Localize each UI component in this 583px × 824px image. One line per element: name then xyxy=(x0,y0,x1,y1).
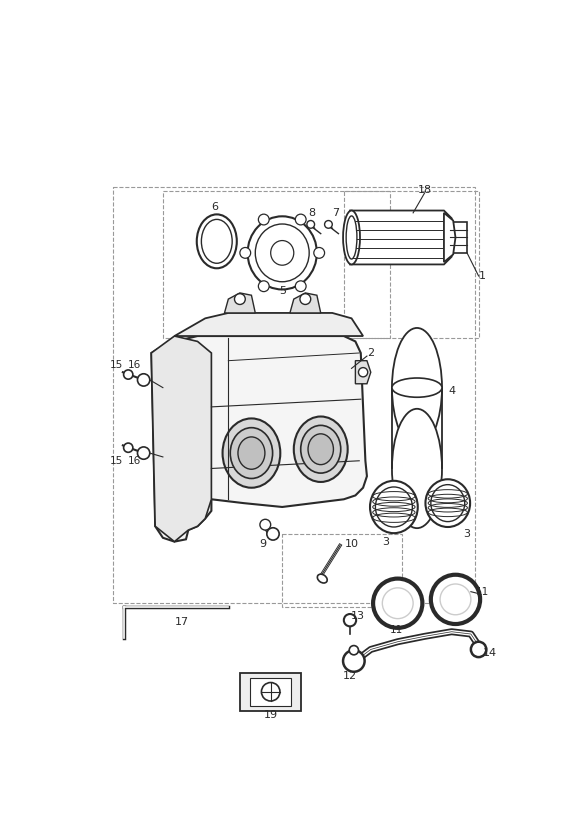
Text: 3: 3 xyxy=(463,529,470,539)
Circle shape xyxy=(373,578,422,628)
Text: 9: 9 xyxy=(259,539,266,549)
Ellipse shape xyxy=(392,378,442,397)
Circle shape xyxy=(138,374,150,386)
Text: 15: 15 xyxy=(110,359,124,369)
Text: 3: 3 xyxy=(382,536,389,546)
Text: 10: 10 xyxy=(345,539,359,549)
Polygon shape xyxy=(450,222,467,253)
Text: 6: 6 xyxy=(211,202,218,212)
Circle shape xyxy=(138,447,150,459)
Polygon shape xyxy=(356,361,371,384)
Ellipse shape xyxy=(271,241,294,265)
Ellipse shape xyxy=(343,210,360,265)
Circle shape xyxy=(124,443,133,452)
Circle shape xyxy=(440,584,471,615)
Ellipse shape xyxy=(392,409,442,528)
Ellipse shape xyxy=(317,574,327,583)
Circle shape xyxy=(296,214,306,225)
Bar xyxy=(113,187,475,603)
Circle shape xyxy=(343,650,364,672)
Circle shape xyxy=(325,221,332,228)
Ellipse shape xyxy=(223,419,280,488)
Text: 11: 11 xyxy=(476,587,489,597)
Bar xyxy=(163,191,390,338)
Ellipse shape xyxy=(392,328,442,447)
Circle shape xyxy=(261,682,280,701)
Ellipse shape xyxy=(426,480,470,527)
Bar xyxy=(344,191,479,338)
Text: 17: 17 xyxy=(175,617,189,628)
Circle shape xyxy=(260,519,271,530)
Polygon shape xyxy=(444,213,455,262)
Circle shape xyxy=(234,293,245,305)
Ellipse shape xyxy=(308,433,333,465)
Text: 12: 12 xyxy=(343,672,357,681)
Text: 18: 18 xyxy=(417,185,432,194)
Ellipse shape xyxy=(230,428,273,479)
Circle shape xyxy=(349,645,359,655)
Text: 7: 7 xyxy=(332,208,340,218)
Ellipse shape xyxy=(248,217,317,289)
Text: 11: 11 xyxy=(389,625,403,635)
Ellipse shape xyxy=(375,487,412,527)
Circle shape xyxy=(300,293,311,305)
Polygon shape xyxy=(152,336,212,541)
Text: 15: 15 xyxy=(110,456,124,466)
Circle shape xyxy=(344,614,356,626)
Circle shape xyxy=(382,588,413,619)
Ellipse shape xyxy=(201,219,232,264)
Text: 4: 4 xyxy=(448,386,455,396)
Ellipse shape xyxy=(370,480,418,533)
Polygon shape xyxy=(152,336,367,541)
Text: 14: 14 xyxy=(483,648,497,658)
Circle shape xyxy=(124,370,133,379)
Circle shape xyxy=(359,368,368,377)
Polygon shape xyxy=(290,293,321,313)
Text: 1: 1 xyxy=(479,271,486,281)
Ellipse shape xyxy=(238,437,265,469)
Text: 19: 19 xyxy=(264,710,278,720)
Circle shape xyxy=(258,214,269,225)
Bar xyxy=(250,678,292,705)
Text: 5: 5 xyxy=(279,287,286,297)
Polygon shape xyxy=(174,313,363,336)
Circle shape xyxy=(267,527,279,540)
Circle shape xyxy=(296,281,306,292)
Circle shape xyxy=(314,247,325,258)
Ellipse shape xyxy=(255,224,309,282)
Ellipse shape xyxy=(294,416,347,482)
Text: 2: 2 xyxy=(367,348,374,358)
Circle shape xyxy=(240,247,251,258)
Text: 8: 8 xyxy=(308,208,315,218)
Bar xyxy=(240,672,301,711)
Circle shape xyxy=(307,221,315,228)
Bar xyxy=(282,534,402,607)
Text: 16: 16 xyxy=(128,359,141,369)
Text: 13: 13 xyxy=(351,611,365,621)
Text: 16: 16 xyxy=(128,456,141,466)
Circle shape xyxy=(471,642,486,657)
Ellipse shape xyxy=(431,485,465,522)
Circle shape xyxy=(258,281,269,292)
Polygon shape xyxy=(224,293,255,313)
Circle shape xyxy=(431,575,480,624)
Ellipse shape xyxy=(346,216,357,259)
Ellipse shape xyxy=(196,214,237,269)
Polygon shape xyxy=(350,210,455,265)
Ellipse shape xyxy=(301,425,340,473)
